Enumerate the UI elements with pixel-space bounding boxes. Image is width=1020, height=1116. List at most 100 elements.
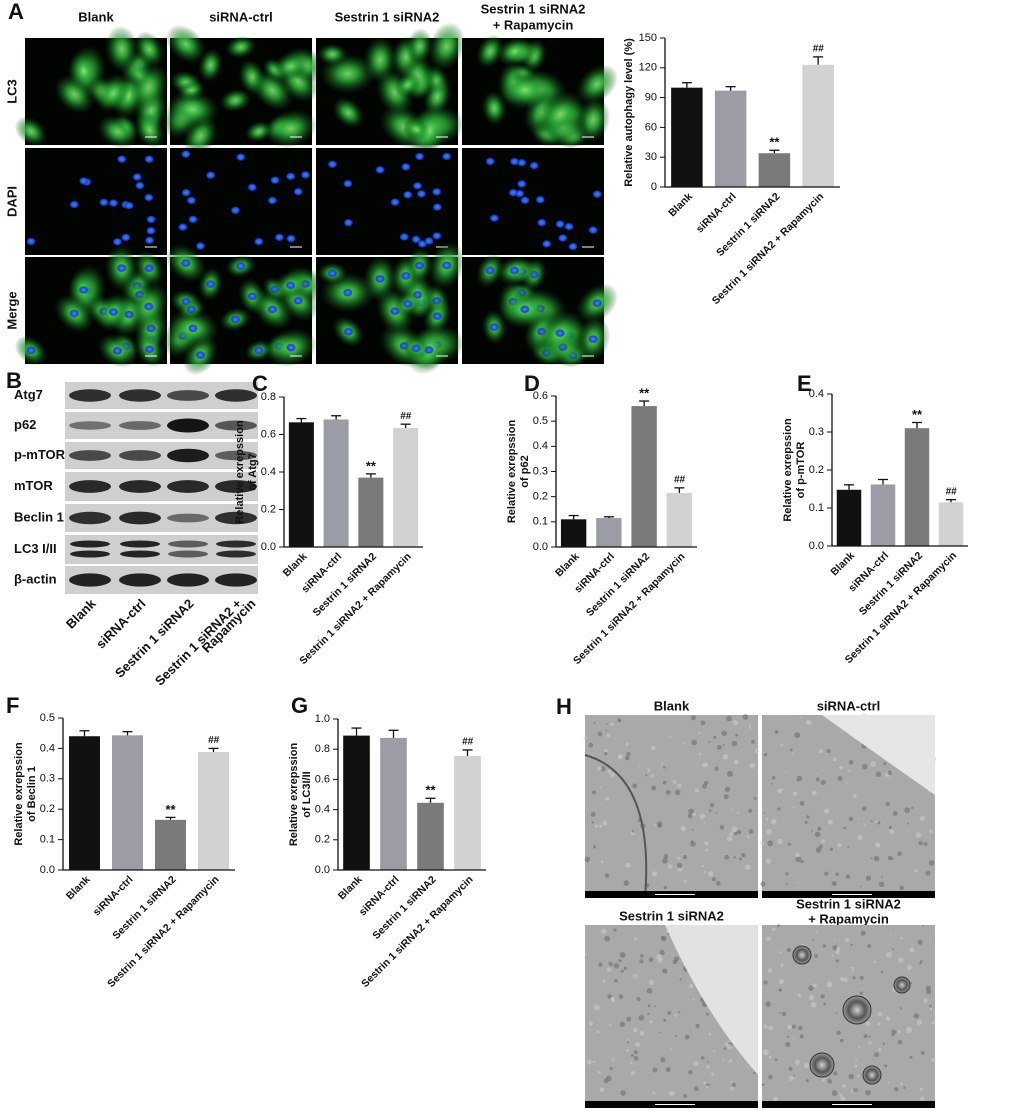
- texture: [691, 739, 698, 746]
- texture: [610, 1056, 616, 1062]
- y-tick-label: 0.0: [40, 864, 55, 876]
- nucleus: [402, 190, 413, 199]
- texture: [920, 1096, 925, 1101]
- texture: [623, 880, 630, 886]
- nucleus: [205, 170, 216, 180]
- significance-mark: **: [639, 385, 650, 400]
- micrograph: [25, 148, 167, 255]
- bar: [288, 422, 314, 547]
- texture: [672, 780, 677, 785]
- band: [70, 550, 110, 558]
- texture: [766, 828, 772, 835]
- nucleus: [536, 218, 547, 227]
- texture: [583, 736, 587, 740]
- nucleus: [389, 197, 400, 207]
- texture: [614, 978, 618, 983]
- texture: [604, 873, 610, 878]
- cell-lc3: [265, 109, 317, 149]
- y-tick-label: 30: [645, 151, 657, 163]
- texture: [605, 723, 608, 725]
- texture: [909, 1055, 913, 1059]
- texture: [744, 864, 751, 871]
- texture: [873, 1052, 880, 1058]
- texture: [726, 1044, 733, 1050]
- nucleus: [400, 162, 411, 172]
- texture: [867, 944, 872, 948]
- texture: [692, 812, 696, 817]
- texture: [931, 1058, 936, 1063]
- texture: [699, 813, 706, 820]
- nucleus: [555, 219, 566, 229]
- texture: [667, 864, 673, 870]
- y-axis-label: Relative exrepssion: [234, 420, 246, 524]
- texture: [678, 1011, 681, 1014]
- nucleus: [592, 189, 603, 199]
- nucleus: [267, 196, 278, 205]
- band: [119, 480, 161, 493]
- band: [215, 389, 257, 402]
- bar: [666, 492, 693, 547]
- texture: [925, 985, 932, 992]
- nucleus: [414, 152, 425, 161]
- texture: [835, 1012, 838, 1014]
- texture: [839, 976, 845, 982]
- texture: [632, 783, 638, 789]
- em-image: [761, 924, 936, 1108]
- texture: [780, 963, 784, 967]
- band: [215, 420, 257, 431]
- texture: [606, 733, 611, 738]
- texture: [829, 847, 834, 852]
- texture: [767, 840, 774, 847]
- texture: [781, 788, 783, 791]
- cell-lc3: [402, 118, 431, 141]
- band: [216, 550, 256, 558]
- texture: [857, 834, 863, 841]
- texture: [749, 762, 756, 769]
- texture: [840, 731, 843, 734]
- nucleus: [411, 235, 422, 244]
- texture: [761, 805, 763, 808]
- cell-lc3: [535, 91, 585, 137]
- texture: [849, 966, 855, 972]
- texture: [625, 742, 629, 746]
- texture: [928, 939, 931, 942]
- texture: [619, 1021, 626, 1027]
- texture: [691, 828, 694, 831]
- nucleus: [293, 187, 304, 196]
- texture: [729, 831, 734, 837]
- nucleus: [132, 172, 143, 182]
- texture: [885, 801, 890, 807]
- texture: [859, 885, 862, 888]
- band: [69, 389, 111, 402]
- texture: [905, 1027, 912, 1034]
- x-tick-label: siRNA-ctrl: [91, 874, 136, 919]
- texture: [724, 786, 731, 793]
- lane-label: Sestrin 1 siRNA2 +: [152, 596, 245, 689]
- nucleus: [327, 160, 338, 169]
- y-tick-label: 90: [645, 92, 657, 104]
- y-tick-label: 0.4: [809, 388, 824, 400]
- texture: [677, 783, 682, 788]
- nucleus: [116, 154, 127, 164]
- texture: [692, 998, 695, 1002]
- texture: [793, 791, 798, 796]
- x-tick-label: Blank: [336, 873, 365, 902]
- texture: [899, 1007, 902, 1010]
- texture: [647, 768, 651, 772]
- y-tick-label: 0.4: [533, 440, 548, 452]
- texture: [771, 819, 777, 825]
- texture: [861, 806, 867, 812]
- texture: [659, 1031, 662, 1034]
- texture: [794, 732, 801, 739]
- texture: [721, 730, 728, 737]
- y-axis-label: of Atg7: [247, 453, 259, 490]
- texture: [669, 735, 672, 738]
- nucleus: [69, 309, 80, 318]
- significance-mark: **: [912, 407, 923, 422]
- micrograph: [462, 34, 619, 149]
- bar: [393, 427, 419, 547]
- band: [69, 421, 111, 430]
- texture: [817, 826, 822, 831]
- texture: [723, 1047, 727, 1050]
- texture: [880, 875, 883, 878]
